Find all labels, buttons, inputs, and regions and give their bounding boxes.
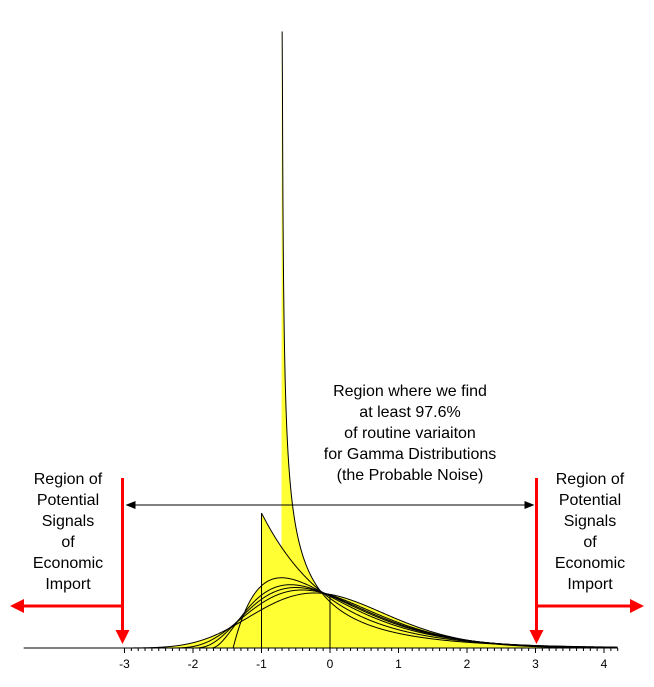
x-tick-label: 4 bbox=[601, 657, 608, 671]
right-line-5: Economic bbox=[554, 555, 626, 572]
x-tick-label: -2 bbox=[188, 657, 199, 671]
right-line-2: Potential bbox=[558, 492, 622, 509]
gamma-curve-6 bbox=[281, 31, 618, 648]
center-line-4: for Gamma Distributions bbox=[323, 446, 497, 463]
center-line-3: of routine variaiton bbox=[344, 425, 476, 442]
probable-noise-label: Region where we find at least 97.6% of r… bbox=[290, 381, 530, 486]
center-line-2: at least 97.6% bbox=[359, 404, 461, 421]
x-tick-label: 3 bbox=[532, 657, 539, 671]
right-limit-arrowhead bbox=[529, 630, 544, 644]
x-tick-label: -1 bbox=[256, 657, 267, 671]
distribution-curves bbox=[23, 31, 618, 649]
left-line-1: Region of bbox=[33, 471, 103, 488]
left-line-6: Import bbox=[45, 576, 91, 593]
left-line-3: Signals bbox=[41, 513, 95, 530]
center-line-1: Region where we find bbox=[333, 383, 487, 400]
gamma-curve-7 bbox=[23, 592, 618, 649]
x-tick-label: 1 bbox=[395, 657, 402, 671]
left-line-2: Potential bbox=[36, 492, 100, 509]
right-line-1: Region of bbox=[555, 471, 625, 488]
right-signal-label: Region of Potential Signals of Economic … bbox=[530, 469, 650, 595]
x-axis: -3 -2 -1 0 1 2 3 4 bbox=[119, 647, 619, 671]
right-line-3: Signals bbox=[563, 513, 617, 530]
center-line-5: (the Probable Noise) bbox=[336, 467, 484, 484]
left-signal-arrowhead bbox=[10, 599, 24, 613]
right-line-4: of bbox=[583, 534, 597, 551]
x-tick-label: -3 bbox=[119, 657, 130, 671]
left-signal-label: Region of Potential Signals of Economic … bbox=[8, 469, 128, 595]
signal-markers bbox=[10, 478, 644, 644]
right-line-6: Import bbox=[567, 576, 613, 593]
left-limit-arrowhead bbox=[115, 630, 130, 644]
x-tick-label: 0 bbox=[327, 657, 334, 671]
left-line-5: Economic bbox=[32, 555, 104, 572]
left-line-4: of bbox=[61, 534, 75, 551]
x-tick-label: 2 bbox=[464, 657, 471, 671]
right-signal-arrowhead bbox=[630, 599, 644, 613]
